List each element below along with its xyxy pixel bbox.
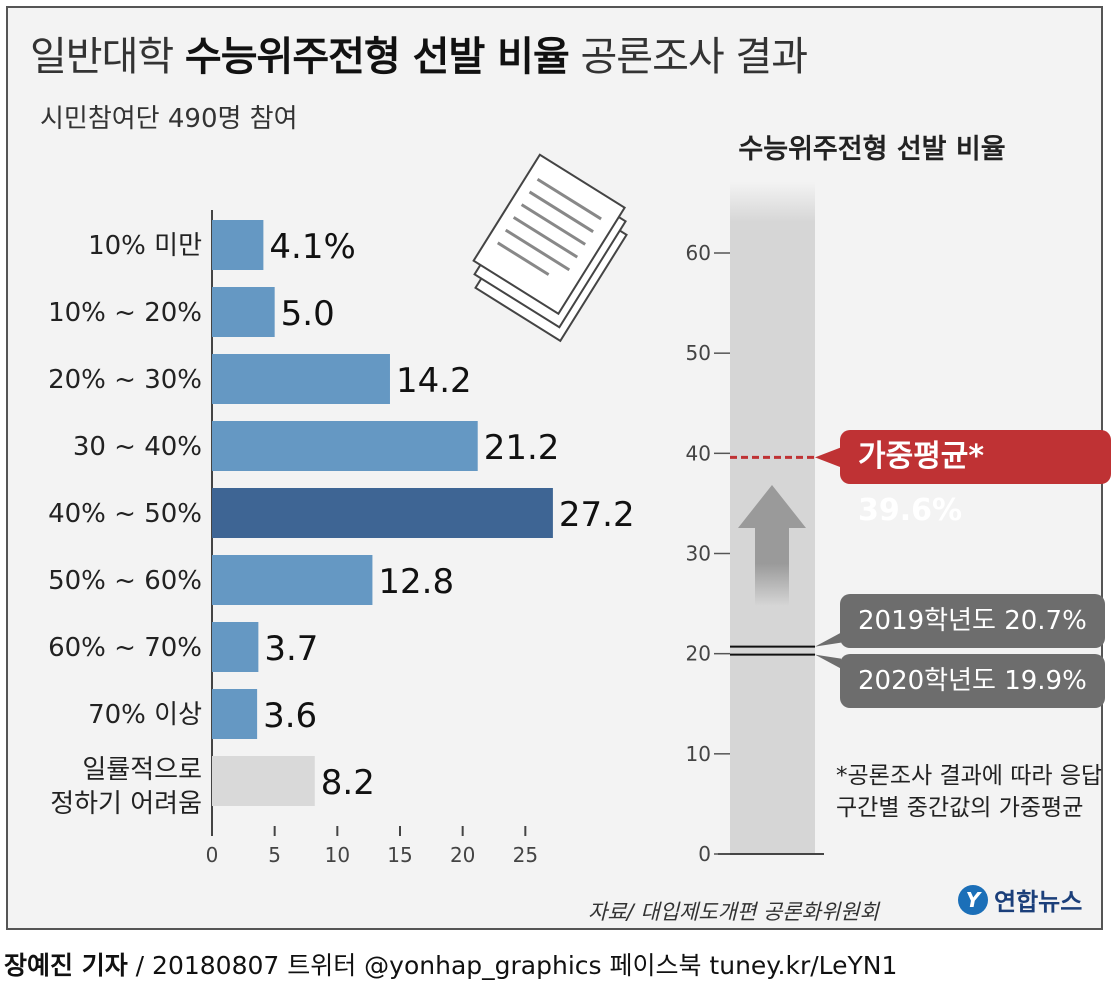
badge-2019: 2019학년도 20.7% — [840, 594, 1105, 648]
value-label: 21.2 — [484, 428, 560, 468]
value-label: 5.0 — [281, 294, 335, 334]
value-label: 4.1% — [269, 227, 355, 267]
value-label: 12.8 — [378, 562, 454, 602]
bar — [212, 689, 258, 739]
y-tick-label: 20 — [686, 642, 711, 666]
scale-chart-title: 수능위주전형 선발 비율 — [738, 134, 1005, 165]
value-label: 14.2 — [396, 361, 472, 401]
category-label: 20% ~ 30% — [48, 365, 202, 395]
pointer-2020 — [815, 654, 841, 669]
author: 장예진 기자 — [4, 951, 128, 980]
x-tick-label: 25 — [513, 843, 538, 867]
y-tick-label: 50 — [686, 341, 711, 365]
y-tick-label: 0 — [698, 842, 711, 866]
x-tick-label: 5 — [268, 843, 281, 867]
category-label: 10% ~ 20% — [48, 298, 202, 328]
bar — [212, 622, 259, 672]
category-label: 50% ~ 60% — [48, 566, 202, 596]
category-label: 30 ~ 40% — [73, 432, 202, 462]
x-tick-label: 0 — [206, 843, 219, 867]
category-label: 일률적으로 정하기 어려움 — [50, 755, 202, 819]
average-pointer — [815, 447, 841, 468]
bar — [212, 555, 373, 605]
bar — [212, 421, 478, 471]
y-tick-label: 30 — [686, 542, 711, 566]
category-label: 40% ~ 50% — [48, 499, 202, 529]
y-tick-label: 10 — [686, 742, 711, 766]
subtitle: 시민참여단 490명 참여 — [40, 104, 298, 134]
bar — [212, 354, 390, 404]
footnote: *공론조사 결과에 따라 응답구간별 중간값의 가중평균 — [836, 763, 1103, 821]
bar — [212, 488, 553, 538]
y-tick-label: 40 — [686, 441, 711, 465]
category-label: 10% 미만 — [88, 231, 202, 261]
logo-mark: Y — [958, 884, 988, 915]
title-suffix: 공론조사 결과 — [568, 34, 808, 80]
value-label: 8.2 — [321, 763, 375, 803]
title-bold: 수능위주전형 선발 비율 — [184, 34, 570, 80]
category-label: 60% ~ 70% — [48, 633, 202, 663]
bar — [212, 220, 264, 270]
category-label: 70% 이상 — [88, 700, 202, 730]
logo-text: 연합뉴스 — [994, 888, 1083, 916]
value-label: 3.6 — [263, 696, 317, 736]
source-credit: 자료/ 대입제도개편 공론화위원회 — [588, 900, 879, 924]
badge-2020: 2020학년도 19.9% — [840, 654, 1105, 708]
up-arrow-icon — [738, 485, 806, 606]
page-title: 일반대학 수능위주전형 선발 비율 공론조사 결과 — [30, 24, 808, 82]
footer-credits: 장예진 기자 / 20180807 트위터 @yonhap_graphics 페… — [4, 946, 897, 982]
title-prefix: 일반대학 — [30, 34, 185, 80]
bar — [212, 756, 315, 806]
value-label: 27.2 — [559, 495, 635, 535]
weighted-average-badge: 가중평균* 39.6% — [840, 430, 1111, 528]
value-label: 3.7 — [264, 629, 318, 669]
x-tick-label: 15 — [387, 843, 412, 867]
document-icon — [472, 153, 628, 343]
y-tick-label: 60 — [686, 241, 711, 265]
bar — [212, 287, 275, 337]
pointer-2019 — [815, 632, 841, 647]
x-tick-label: 10 — [325, 843, 350, 867]
x-tick-label: 20 — [450, 843, 475, 867]
yonhap-logo: Y 연합뉴스 — [958, 882, 1082, 917]
credits: / 20180807 트위터 @yonhap_graphics 페이스북 tun… — [127, 951, 898, 980]
